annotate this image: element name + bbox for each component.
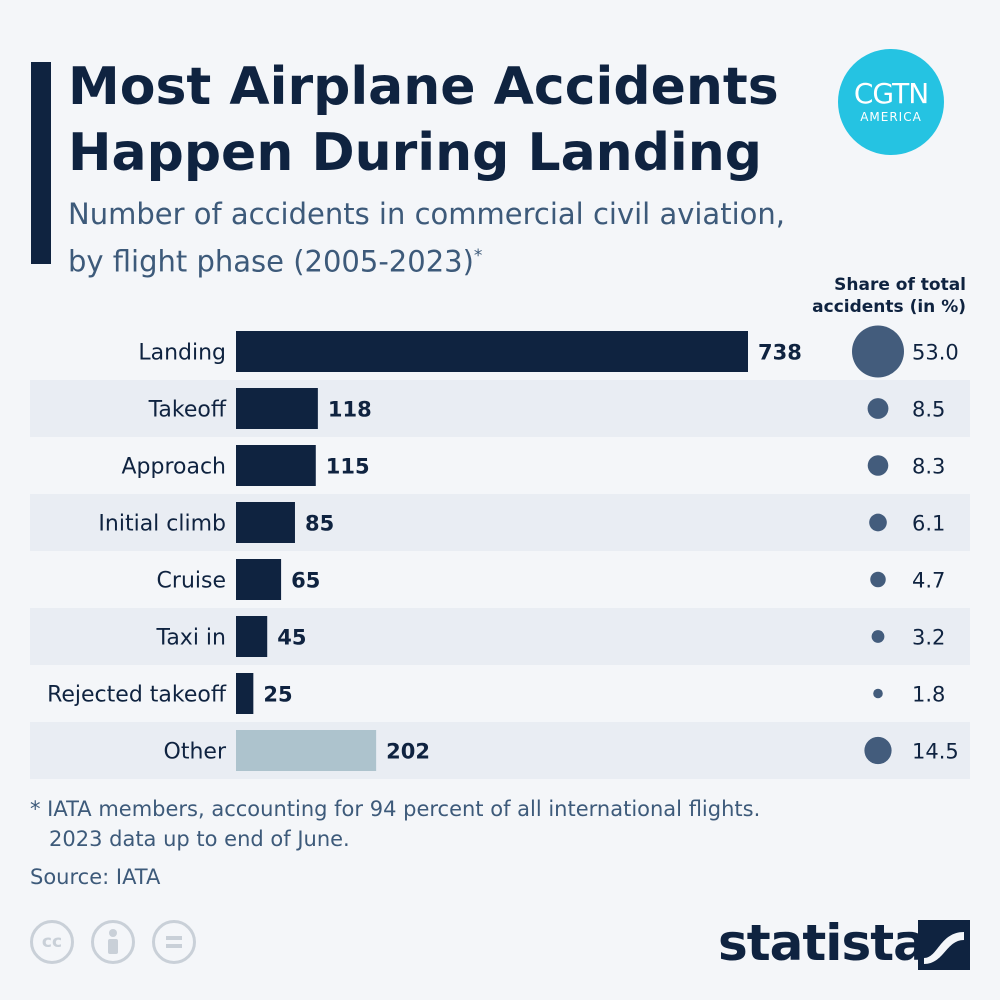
share-bubble (864, 736, 892, 765)
row-stripe (30, 380, 970, 437)
category-label: Cruise (157, 569, 226, 594)
share-label: 4.7 (912, 569, 945, 593)
cgtn-america-logo: CGTN AMERICA (838, 49, 944, 155)
category-label: Landing (138, 341, 226, 366)
statista-wordmark[interactable]: statista (718, 914, 927, 972)
value-label: 85 (305, 512, 334, 536)
bar (236, 730, 377, 771)
share-column-header: Share of total accidents (in %) (790, 274, 966, 318)
footnote: * IATA members, accounting for 94 percen… (30, 794, 930, 854)
statista-logo-icon (918, 920, 970, 970)
share-header-line-2: accidents (in %) (812, 297, 966, 317)
value-label: 25 (263, 683, 292, 707)
row-stripe (30, 608, 970, 665)
bar (236, 616, 268, 657)
share-bubble (873, 688, 883, 699)
share-label: 14.5 (912, 740, 959, 764)
value-label: 65 (291, 569, 320, 593)
bar (236, 502, 295, 543)
share-label: 6.1 (912, 512, 945, 536)
share-header-line-1: Share of total (834, 275, 966, 295)
subtitle: Number of accidents in commercial civil … (68, 193, 828, 283)
logo-sub-text: AMERICA (860, 110, 922, 124)
bar (236, 673, 254, 714)
bar (236, 388, 318, 429)
bar (236, 331, 748, 372)
share-bubble (867, 398, 889, 419)
share-bubble (871, 630, 885, 643)
value-label: 202 (386, 740, 430, 764)
share-bubble (867, 455, 889, 476)
source-note: Source: IATA (30, 865, 161, 889)
value-label: 45 (277, 626, 306, 650)
category-label: Takeoff (148, 398, 227, 423)
category-label: Approach (121, 455, 226, 480)
share-label: 53.0 (912, 341, 959, 365)
logo-main-text: CGTN (853, 77, 929, 110)
page-title: Most Airplane Accidents Happen During La… (68, 57, 779, 183)
value-label: 115 (326, 455, 370, 479)
category-label: Initial climb (98, 512, 226, 537)
value-label: 118 (328, 398, 372, 422)
subtitle-line-1: Number of accidents in commercial civil … (68, 197, 785, 231)
value-label: 738 (758, 341, 802, 365)
cc-icon[interactable]: cc (30, 920, 74, 964)
row-stripe (30, 494, 970, 551)
footnote-line-1: * IATA members, accounting for 94 percen… (30, 797, 761, 821)
no-derivatives-icon[interactable] (152, 920, 196, 964)
category-label: Other (164, 740, 227, 765)
share-label: 8.3 (912, 455, 945, 479)
row-stripe (30, 722, 970, 779)
share-label: 3.2 (912, 626, 945, 650)
category-label: Rejected takeoff (47, 683, 227, 708)
share-bubble (870, 571, 886, 588)
attribution-icon[interactable] (91, 920, 135, 964)
share-label: 8.5 (912, 398, 945, 422)
bar (236, 445, 316, 486)
subtitle-line-2: by flight phase (2005-2023) (68, 244, 474, 279)
share-bubble (869, 513, 887, 532)
footnote-line-2: 2023 data up to end of June. (49, 827, 350, 851)
category-label: Taxi in (156, 626, 226, 651)
title-accent-bar (31, 62, 51, 264)
share-bubble (852, 325, 904, 378)
share-label: 1.8 (912, 683, 945, 707)
bar (236, 559, 282, 600)
footnote-marker: * (473, 246, 483, 266)
